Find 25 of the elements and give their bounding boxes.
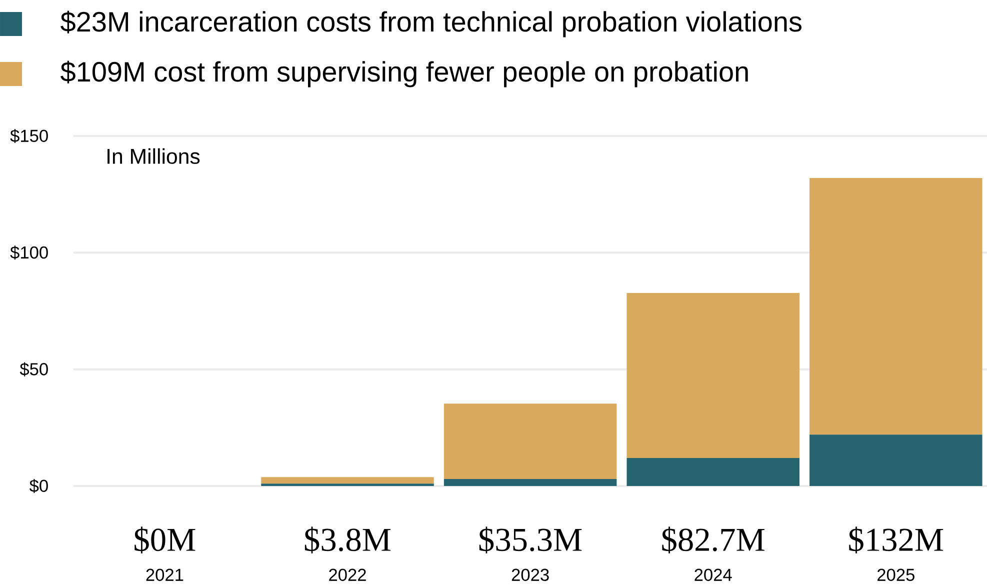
y-tick-label: $150 xyxy=(10,128,48,144)
y-tick-label: $50 xyxy=(20,362,48,376)
y-tick-label: $100 xyxy=(10,246,48,260)
bar xyxy=(444,479,617,486)
bar xyxy=(261,484,434,486)
legend-label: $109M cost from supervising fewer people on probation xyxy=(60,60,748,88)
x-tick-label: 2024 xyxy=(694,568,732,581)
total-label: $3.8M xyxy=(304,526,391,554)
legend-label: $23M incarceration costs from technical probation violations xyxy=(60,10,802,38)
x-tick-label: 2021 xyxy=(146,568,184,581)
annotation: In Millions xyxy=(108,148,200,164)
bar xyxy=(444,404,617,480)
bar xyxy=(810,434,982,486)
total-label: $82.7M xyxy=(662,526,764,554)
total-label: $132M xyxy=(849,526,944,554)
bar xyxy=(626,458,800,486)
bar xyxy=(626,293,800,458)
bar xyxy=(261,477,434,484)
total-label: $0M xyxy=(134,526,196,554)
bar xyxy=(810,178,982,435)
x-tick-label: 2025 xyxy=(878,568,914,581)
x-tick-label: 2022 xyxy=(329,568,366,581)
x-tick-label: 2023 xyxy=(512,568,549,581)
total-label: $35.3M xyxy=(479,526,582,554)
y-tick-label: $0 xyxy=(30,478,48,494)
